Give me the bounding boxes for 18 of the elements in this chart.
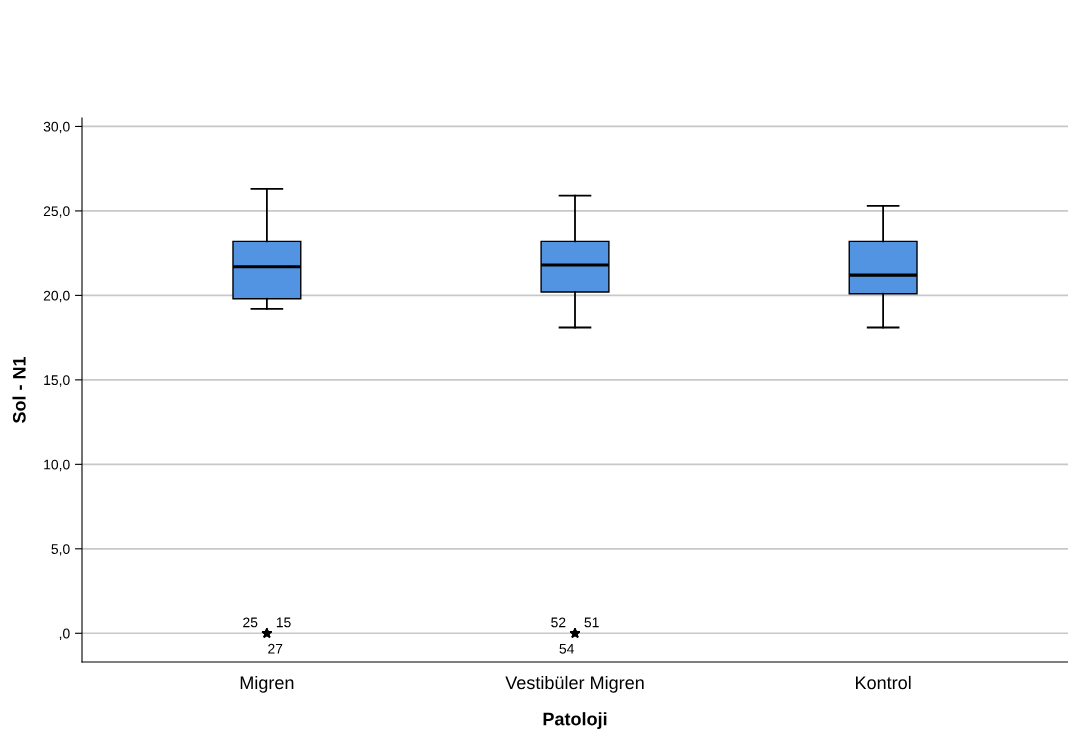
annotation: 54 <box>559 643 574 654</box>
y-tick-label: 15,0 <box>44 375 70 387</box>
y-tick-label: ,0 <box>59 628 70 641</box>
annotation: 51 <box>584 617 599 628</box>
x-tick-label: Kontrol <box>856 675 911 690</box>
y-axis-title: Sol - N1 <box>12 356 26 424</box>
annotation: 15 <box>276 617 291 628</box>
annotation: 27 <box>268 643 283 654</box>
annotation: 25 <box>243 617 258 628</box>
y-tick-label: 25,0 <box>43 206 70 218</box>
y-tick-label: 5,0 <box>51 544 70 556</box>
x-tick-label: Migren <box>240 675 294 693</box>
x-axis-title: Patoloji <box>543 712 607 729</box>
y-tick-label: 30,0 <box>43 121 70 134</box>
x-tick-label: Vestibüler Migren <box>505 675 644 693</box>
y-tick-label: 10,0 <box>44 459 70 472</box>
y-tick-label: 20,0 <box>43 290 70 303</box>
annotation: 52 <box>551 617 566 628</box>
